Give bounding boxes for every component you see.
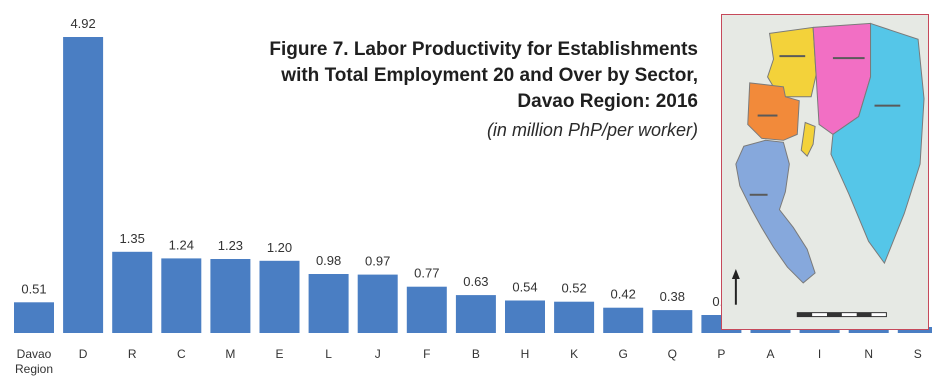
bar-s (897, 327, 932, 333)
map-region-south (735, 139, 816, 284)
bar-r (112, 251, 153, 333)
category-label-i: I (818, 347, 821, 361)
category-label-r: R (128, 347, 137, 361)
chart-title-line-1: Figure 7. Labor Productivity for Establi… (269, 39, 698, 60)
bars-group (14, 37, 932, 333)
bar-g (603, 307, 644, 333)
bar-h (505, 300, 545, 333)
bar-m (210, 259, 251, 333)
chart-title-line-3: Davao Region: 2016 (517, 91, 698, 112)
category-label-k: K (570, 347, 578, 361)
bar-k (554, 301, 595, 333)
davao-region-map (721, 14, 929, 330)
bar-l (308, 274, 349, 333)
bar-q (652, 310, 693, 333)
map-region-east (830, 22, 925, 265)
chart-subtitle: (in million PhP/per worker) (486, 120, 698, 140)
value-label-f: 0.77 (414, 266, 439, 281)
category-label-h: H (521, 347, 530, 361)
map-north-arrow (731, 269, 740, 305)
category-label-g: G (619, 347, 628, 361)
category-label-l: L (325, 347, 332, 361)
value-label-davao-region: 0.51 (21, 281, 46, 296)
category-label-davao-region-0: Davao (17, 347, 52, 361)
value-label-e: 1.20 (267, 240, 292, 255)
map-region-west (747, 82, 800, 141)
bar-f (406, 286, 447, 333)
map-scale-bar (796, 312, 887, 318)
bar-e (259, 260, 300, 333)
value-label-h: 0.54 (512, 280, 537, 295)
value-label-b: 0.63 (463, 274, 488, 289)
value-label-r: 1.35 (120, 231, 145, 246)
value-label-l: 0.98 (316, 253, 341, 268)
map-tiny-labels (749, 55, 901, 196)
value-label-q: 0.38 (660, 289, 685, 304)
bar-b (455, 295, 496, 333)
category-label-p: P (717, 347, 725, 361)
value-label-c: 1.24 (169, 237, 194, 252)
category-label-m: M (225, 347, 235, 361)
value-label-k: 0.52 (561, 281, 586, 296)
category-label-n: N (864, 347, 873, 361)
value-label-d: 4.92 (70, 16, 95, 31)
category-label-s: S (914, 347, 922, 361)
value-label-m: 1.23 (218, 238, 243, 253)
category-label-e: E (275, 347, 283, 361)
category-label-j: J (375, 347, 381, 361)
bar-d (63, 37, 104, 333)
chart-title-line-2: with Total Employment 20 and Over by Sec… (281, 65, 698, 86)
category-label-davao-region-1: Region (15, 362, 53, 376)
category-label-f: F (423, 347, 430, 361)
value-label-j: 0.97 (365, 254, 390, 269)
bar-j (357, 274, 398, 333)
category-label-b: B (472, 347, 480, 361)
value-label-g: 0.42 (611, 287, 636, 302)
category-label-q: Q (668, 347, 677, 361)
bar-davao-region (14, 302, 54, 333)
category-label-c: C (177, 347, 186, 361)
bar-c (161, 258, 202, 333)
category-label-a: A (766, 347, 774, 361)
category-label-d: D (79, 347, 88, 361)
map-region-island (800, 121, 816, 157)
